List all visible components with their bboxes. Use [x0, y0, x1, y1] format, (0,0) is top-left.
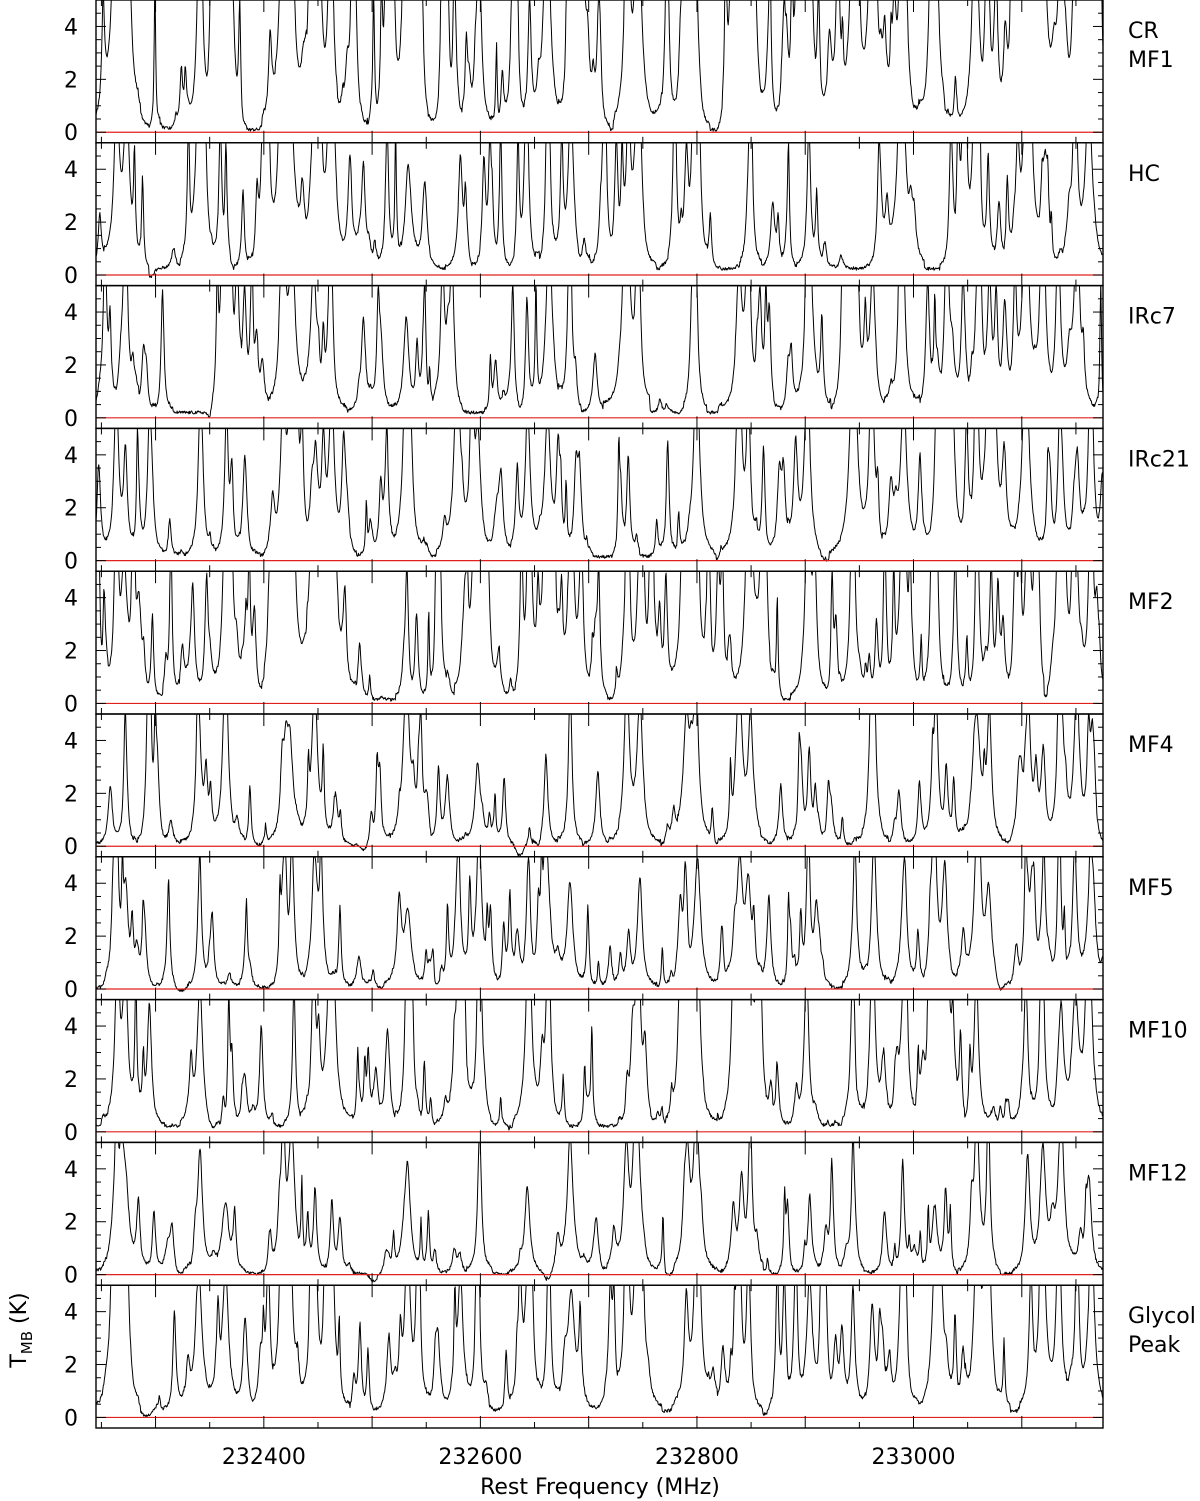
y-tick-label: 2	[64, 1211, 78, 1236]
spectrum-line	[99, 571, 1103, 702]
source-label: MF2	[1128, 590, 1174, 615]
source-label: HC	[1128, 162, 1160, 187]
y-tick-label: 4	[64, 729, 78, 754]
y-axis-title-main: T	[7, 1354, 32, 1369]
panel-5: 0 2 4 MF4	[64, 713, 1174, 860]
panel-6: 0 2 4 MF5	[64, 856, 1174, 1003]
x-axis-title: Rest Frequency (MHz)	[480, 1475, 720, 1500]
panel-3: 0 2 4 IRc21	[64, 427, 1190, 575]
panel-8: 0 2 4 MF12	[64, 1141, 1188, 1289]
spectrum-line	[96, 856, 1103, 993]
panel-9: 0 2 4 Glycol Peak	[64, 1284, 1196, 1431]
spectrum-line	[96, 714, 1103, 857]
spectrum-line	[96, 1285, 1103, 1418]
y-tick-label: 0	[64, 121, 78, 146]
y-tick-label: 0	[64, 1264, 78, 1289]
y-tick-label: 0	[64, 407, 78, 432]
panel-0: 0 2 4 CR MF1	[64, 0, 1174, 146]
panel-frame	[95, 1141, 1104, 1286]
panel-frame	[95, 1284, 1104, 1429]
spectrum-line	[96, 285, 1103, 418]
y-tick-label: 4	[64, 1158, 78, 1183]
y-axis-title: TMB (K)	[7, 1292, 36, 1368]
y-tick-label: 4	[64, 15, 78, 40]
panel-7: 0 2 4 MF10	[64, 998, 1188, 1146]
y-tick-label: 2	[64, 354, 78, 379]
source-label: Peak	[1128, 1333, 1180, 1358]
x-tick-label: 232400	[222, 1445, 306, 1470]
panel-frame	[95, 284, 1104, 430]
y-tick-label: 0	[64, 264, 78, 289]
panel-frame	[95, 0, 1104, 144]
y-tick-label: 2	[64, 1068, 78, 1093]
y-tick-label: 4	[64, 1015, 78, 1040]
y-tick-label: 0	[64, 978, 78, 1003]
y-tick-label: 2	[64, 211, 78, 236]
y-tick-label: 4	[64, 872, 78, 897]
spectrum-line	[96, 0, 1103, 132]
y-axis-title-subscript: MB	[18, 1331, 36, 1354]
y-axis-title-unit: (K)	[7, 1292, 32, 1331]
source-label: IRc21	[1128, 447, 1190, 472]
y-tick-label: 2	[64, 925, 78, 950]
panel-1: 0 2 4 HC	[64, 142, 1160, 289]
y-tick-label: 4	[64, 1301, 78, 1326]
source-label: MF10	[1128, 1019, 1188, 1044]
source-label: MF1	[1128, 48, 1174, 73]
spectrum-line	[96, 142, 1103, 278]
source-label: MF12	[1128, 1161, 1188, 1186]
panel-4: 0 2 4 MF2	[64, 570, 1174, 717]
source-label: MF4	[1128, 733, 1174, 758]
panel-frame	[95, 998, 1104, 1144]
y-tick-label: 4	[64, 301, 78, 326]
y-tick-label: 0	[64, 835, 78, 860]
spectrum-line	[96, 428, 1103, 562]
y-tick-label: 0	[64, 1121, 78, 1146]
panel-2: 0 2 4 IRc7	[64, 284, 1176, 432]
y-tick-label: 2	[64, 68, 78, 93]
y-tick-label: 4	[64, 158, 78, 183]
x-tick-label: 232600	[438, 1445, 522, 1470]
source-label: IRc7	[1128, 305, 1176, 330]
y-tick-label: 2	[64, 1354, 78, 1379]
x-tick-label: 232800	[655, 1445, 739, 1470]
y-tick-label: 2	[64, 640, 78, 665]
y-tick-label: 0	[64, 1406, 78, 1431]
x-axis-tick-labels: 232400 232600 232800 233000	[222, 1445, 956, 1470]
y-tick-label: 0	[64, 550, 78, 575]
source-label: Glycol	[1128, 1304, 1196, 1329]
source-label: MF5	[1128, 876, 1174, 901]
y-tick-label: 4	[64, 587, 78, 612]
source-label: CR	[1128, 19, 1159, 44]
y-tick-label: 0	[64, 692, 78, 717]
y-tick-label: 4	[64, 444, 78, 469]
spectrum-line	[96, 1142, 1103, 1283]
x-tick-label: 233000	[872, 1445, 956, 1470]
spectrum-line	[96, 999, 1103, 1131]
y-tick-label: 2	[64, 497, 78, 522]
y-tick-label: 2	[64, 782, 78, 807]
